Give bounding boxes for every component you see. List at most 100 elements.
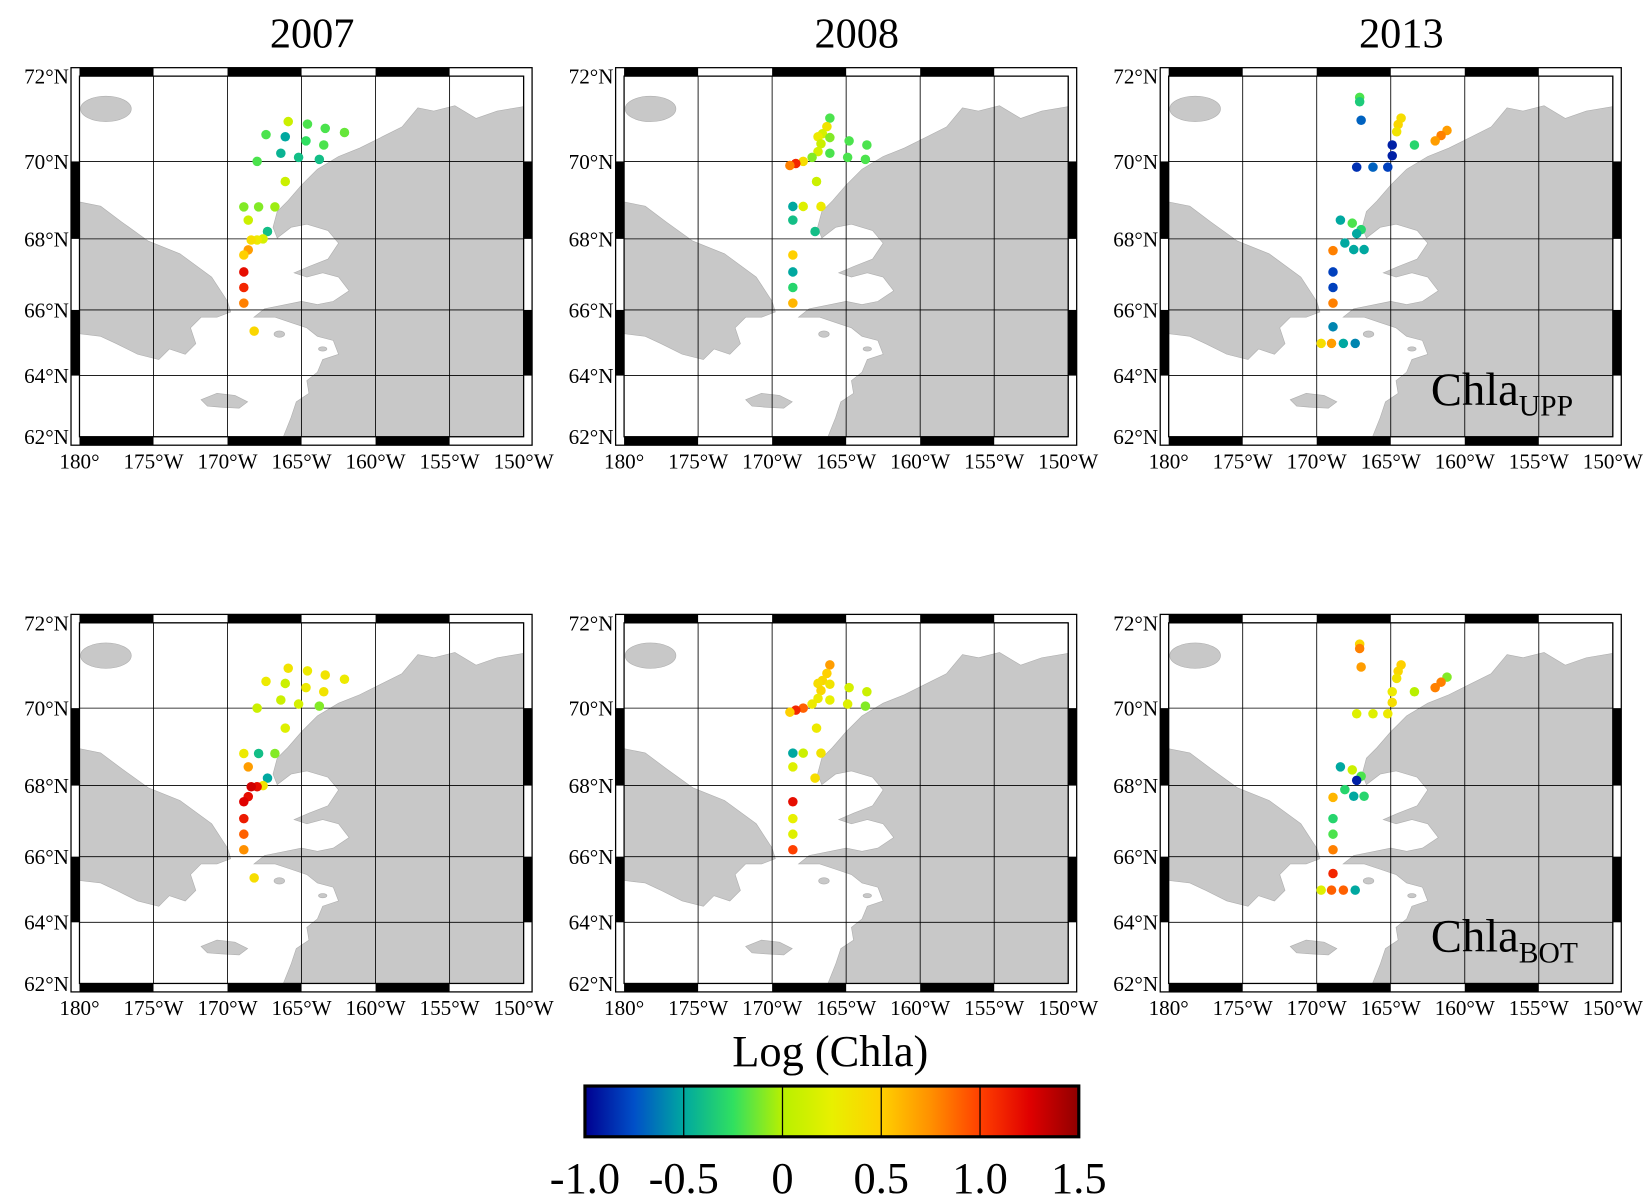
row-label-text: Chla [1431, 912, 1519, 963]
lat-tick-label: 64°N [569, 364, 614, 388]
station [1356, 115, 1366, 126]
station [1328, 282, 1338, 293]
lat-tick-label: 66°N [569, 845, 614, 869]
frame-bar [71, 856, 80, 923]
station [302, 666, 313, 676]
lon-tick-label: 170°W [197, 996, 257, 1020]
year-title: 2007 [270, 11, 355, 58]
station [816, 748, 826, 758]
station [813, 693, 823, 704]
station [339, 674, 350, 685]
lat-tick-label: 68°N [24, 227, 69, 251]
frame-bar [71, 161, 80, 239]
station [252, 703, 262, 713]
frame-bar [1316, 67, 1391, 77]
station [816, 139, 826, 149]
station [1359, 244, 1369, 255]
station [1348, 244, 1359, 255]
station [1383, 709, 1393, 719]
lat-tick-label: 68°N [24, 774, 69, 798]
station [1316, 338, 1326, 349]
station [1335, 215, 1346, 225]
year-title: 2013 [1359, 11, 1444, 58]
map-panel: 180° 175°W 170°W 165°W 160°W 155°W 150°W 62°N 64… [569, 611, 1099, 1020]
frame-bar [71, 708, 80, 786]
station [798, 201, 808, 212]
station [1335, 762, 1346, 772]
frame-bar [1612, 708, 1622, 786]
lat-tick-label: 66°N [569, 298, 614, 322]
lat-tick-label: 66°N [24, 845, 69, 869]
map-panel: 180° 175°W 170°W 165°W 160°W 155°W 150°W 62°N 64… [24, 611, 554, 1020]
frame-bar [1068, 309, 1077, 376]
station [1387, 697, 1397, 708]
lat-tick-label: 70°N [569, 150, 614, 174]
station [314, 701, 325, 711]
row-label: ChlaBOT [1431, 912, 1578, 970]
station [280, 723, 291, 733]
station [1326, 338, 1337, 349]
lat-tick-label: 64°N [1113, 911, 1158, 935]
station [1350, 885, 1360, 895]
station [319, 686, 329, 697]
frame-bar [523, 161, 533, 239]
station [320, 670, 330, 680]
station [283, 116, 293, 127]
station [276, 695, 286, 705]
frame-bar [1068, 856, 1077, 923]
row-label-subscript: BOT [1519, 937, 1578, 969]
station [1340, 784, 1350, 795]
lat-tick-label: 72°N [1113, 611, 1158, 635]
station [1328, 845, 1338, 855]
lat-tick-label: 66°N [1113, 845, 1158, 869]
station [1326, 885, 1337, 895]
station [280, 131, 291, 142]
station [788, 813, 798, 824]
lon-tick-label: 170°W [197, 449, 257, 473]
station [1347, 218, 1358, 228]
lat-tick-label: 62°N [569, 425, 614, 449]
frame-bar [523, 708, 533, 786]
lon-tick-label: 165°W [272, 996, 332, 1020]
station [293, 699, 304, 709]
lon-tick-label: 155°W [964, 996, 1024, 1020]
station [1387, 150, 1397, 161]
station [788, 845, 798, 855]
colorbar-tick-label: 1.5 [1051, 1153, 1107, 1196]
station [1328, 868, 1338, 879]
station [825, 695, 835, 705]
station [811, 176, 822, 187]
station [280, 176, 291, 187]
lon-tick-label: 155°W [1509, 449, 1569, 473]
station [1351, 228, 1362, 239]
station [810, 773, 820, 783]
station [825, 679, 835, 690]
station [301, 136, 311, 146]
station [811, 723, 822, 733]
frame-bar [920, 983, 995, 992]
lat-tick-label: 72°N [569, 65, 614, 89]
station [844, 136, 854, 146]
row-label-text: Chla [1431, 365, 1519, 416]
station [788, 267, 798, 277]
lat-tick-label: 70°N [24, 697, 69, 721]
frame-bar [79, 983, 154, 992]
station [276, 148, 286, 159]
lat-tick-label: 68°N [569, 227, 614, 251]
lat-tick-label: 72°N [1113, 65, 1158, 89]
panels: 2007 180° 175°W 170°W 165°W 160°W 155°W 150°W 62… [24, 11, 1643, 1021]
frame-bar [624, 67, 699, 77]
frame-bar [227, 67, 302, 77]
station [320, 123, 330, 134]
lat-tick-label: 66°N [1113, 298, 1158, 322]
colorbar-title: Log (Chla) [732, 1026, 928, 1076]
station [261, 129, 271, 140]
station [1328, 245, 1338, 256]
station [252, 156, 262, 167]
station [1383, 162, 1393, 172]
lon-tick-label: 165°W [816, 449, 876, 473]
frame-bar [615, 309, 625, 376]
lat-tick-label: 64°N [1113, 364, 1158, 388]
station [807, 699, 817, 709]
